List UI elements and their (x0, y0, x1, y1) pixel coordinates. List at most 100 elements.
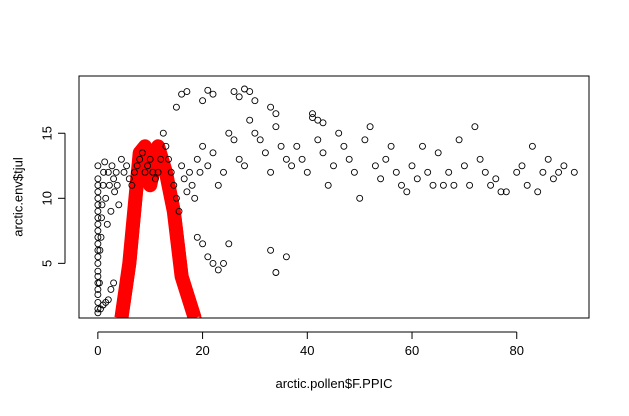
data-point (487, 181, 495, 189)
x-tick-label: 80 (510, 343, 524, 358)
data-point (251, 97, 259, 105)
data-point (230, 136, 238, 144)
data-point (117, 155, 125, 163)
data-point (172, 194, 180, 202)
data-point (230, 88, 238, 96)
data-point (241, 162, 248, 170)
x-axis: 0 20 40 60 80 (94, 331, 524, 358)
data-point (133, 162, 141, 170)
data-point (183, 188, 191, 196)
data-point (107, 285, 115, 293)
data-point (450, 181, 458, 189)
data-point (555, 168, 563, 176)
data-point (345, 155, 353, 163)
data-point (112, 168, 120, 176)
data-point (502, 188, 510, 196)
data-point (94, 220, 102, 228)
data-point (303, 168, 311, 176)
data-point (246, 116, 254, 124)
data-point (154, 168, 162, 176)
data-point (94, 240, 102, 248)
data-point (544, 155, 552, 163)
data-point (309, 114, 316, 122)
data-point (214, 266, 222, 274)
data-point (178, 90, 186, 98)
y-axis-label: arctic.env$tjul (11, 157, 26, 237)
data-point (94, 233, 102, 241)
data-point (94, 188, 102, 196)
data-point (94, 181, 102, 189)
data-point (408, 162, 416, 170)
data-point (340, 142, 348, 150)
data-point (403, 188, 411, 196)
data-point (191, 194, 199, 202)
data-point (199, 97, 207, 105)
data-point (97, 233, 105, 241)
data-point (466, 181, 474, 189)
data-point (251, 129, 259, 137)
data-point (120, 168, 128, 176)
data-point (110, 279, 118, 287)
data-point (94, 207, 102, 215)
data-point (146, 155, 154, 163)
data-point (186, 168, 193, 176)
y-tick-label: 15 (40, 126, 55, 140)
data-point (256, 136, 264, 144)
data-point (335, 129, 343, 137)
data-point (492, 175, 500, 183)
data-point (94, 291, 102, 299)
data-point (220, 168, 227, 176)
data-point (94, 267, 102, 275)
data-point (570, 168, 578, 176)
data-point (159, 129, 167, 137)
data-point (175, 207, 183, 215)
data-point (398, 181, 405, 189)
data-point (128, 181, 136, 189)
data-point (151, 175, 159, 183)
data-point (434, 149, 442, 157)
x-tick-label: 60 (405, 343, 419, 358)
data-point (115, 201, 123, 209)
red-overlay-lines (114, 139, 202, 318)
data-point (209, 259, 217, 267)
data-point (95, 279, 103, 287)
data-point (314, 136, 322, 144)
data-point (170, 181, 178, 189)
data-point (366, 123, 374, 131)
data-point (94, 175, 102, 183)
data-point (107, 207, 115, 215)
x-tick-label: 20 (195, 343, 209, 358)
data-point (149, 168, 157, 176)
data-point (282, 253, 290, 261)
data-point (235, 155, 243, 163)
data-point (267, 168, 275, 176)
data-point (94, 227, 102, 235)
data-point (111, 188, 119, 196)
data-point (319, 149, 327, 157)
data-point (214, 181, 222, 189)
data-point (387, 142, 395, 150)
data-point (98, 201, 106, 209)
data-point (136, 155, 144, 163)
data-point (104, 296, 112, 304)
data-point (419, 142, 426, 150)
data-point (103, 220, 111, 228)
data-point (382, 155, 390, 163)
y-tick-label: 5 (40, 260, 55, 267)
data-point (429, 181, 437, 189)
data-point (123, 162, 131, 170)
data-point (162, 142, 170, 150)
data-point (138, 149, 146, 157)
data-point (471, 123, 479, 131)
data-point (560, 162, 568, 170)
data-point (324, 181, 332, 189)
y-tick-label: 10 (40, 191, 55, 205)
data-point (261, 149, 269, 157)
data-point (225, 240, 233, 248)
data-point (309, 110, 316, 118)
data-point (549, 175, 557, 183)
data-point (199, 240, 207, 248)
data-point (101, 158, 109, 166)
data-point (144, 162, 152, 170)
data-point (108, 162, 116, 170)
